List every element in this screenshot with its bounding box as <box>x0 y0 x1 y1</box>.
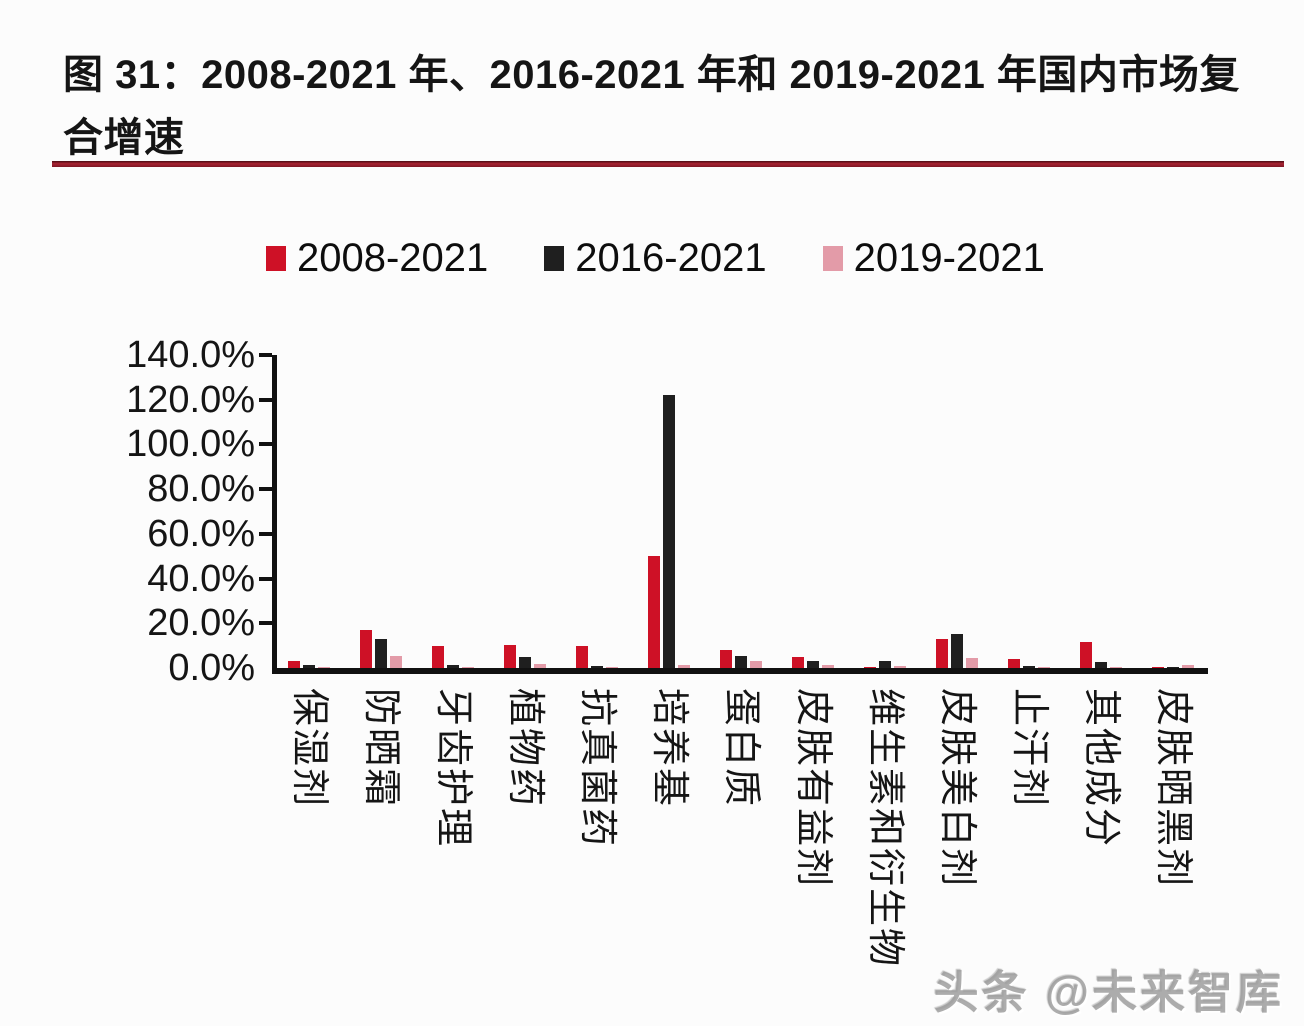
legend-label: 2019-2021 <box>853 236 1045 280</box>
bar-2016-2021-维生素和衍生物 <box>878 661 891 668</box>
x-axis-label-防晒霜: 防晒霜 <box>359 688 402 809</box>
x-axis-label-皮肤有益剂: 皮肤有益剂 <box>791 688 834 889</box>
bar-2019-2021-保湿剂 <box>317 667 330 668</box>
x-axis-line <box>272 668 1208 674</box>
bar-2016-2021-抗真菌药 <box>590 666 603 668</box>
bar-2008-2021-牙齿护理 <box>431 646 444 668</box>
chart-legend: 2008-2021 2016-2021 2019-2021 <box>266 236 1045 281</box>
y-axis-tick-label: 0.0% <box>168 647 255 689</box>
bar-2008-2021-皮肤美白剂 <box>935 639 948 668</box>
x-axis-label-抗真菌药: 抗真菌药 <box>575 688 618 849</box>
legend-label: 2008-2021 <box>297 236 489 280</box>
y-axis-tick <box>259 442 272 447</box>
y-axis-tick <box>259 621 272 626</box>
y-axis-tick-label: 60.0% <box>147 512 255 555</box>
y-axis-tick-label: 80.0% <box>147 468 255 511</box>
bar-2019-2021-抗真菌药 <box>605 667 618 668</box>
y-axis-tick-label: 140.0% <box>126 334 255 376</box>
bar-2016-2021-皮肤美白剂 <box>950 634 963 668</box>
legend-swatch-icon <box>266 246 286 271</box>
y-axis-line <box>272 355 277 674</box>
bar-2008-2021-防晒霜 <box>359 630 372 668</box>
y-axis-tick-label: 120.0% <box>126 378 255 421</box>
bar-2008-2021-皮肤有益剂 <box>791 657 804 668</box>
legend-item-2019-2021: 2019-2021 <box>822 236 1045 281</box>
legend-item-2016-2021: 2016-2021 <box>544 236 767 281</box>
bar-2016-2021-止汗剂 <box>1022 666 1035 668</box>
bar-2016-2021-牙齿护理 <box>446 665 459 668</box>
bar-2016-2021-防晒霜 <box>374 639 387 668</box>
bar-2008-2021-止汗剂 <box>1007 659 1020 668</box>
bar-2016-2021-蛋白质 <box>734 656 747 668</box>
bar-2008-2021-其他成分 <box>1079 642 1092 668</box>
y-axis-tick <box>259 353 272 357</box>
y-axis-tick <box>259 576 272 581</box>
bar-2019-2021-防晒霜 <box>389 656 402 668</box>
bar-2019-2021-牙齿护理 <box>461 667 474 668</box>
y-axis-tick-label: 100.0% <box>126 423 255 466</box>
x-axis-label-培养基: 培养基 <box>647 688 690 809</box>
legend-swatch-icon <box>822 246 843 271</box>
bar-2016-2021-保湿剂 <box>302 665 315 668</box>
bar-2019-2021-止汗剂 <box>1037 667 1050 668</box>
bar-2008-2021-培养基 <box>647 556 660 668</box>
title-divider-rule <box>52 161 1284 167</box>
x-axis-label-皮肤美白剂: 皮肤美白剂 <box>935 688 978 889</box>
figure-title: 图 31：2008-2021 年、2016-2021 年和 2019-2021 … <box>63 44 1293 170</box>
x-axis-label-蛋白质: 蛋白质 <box>719 688 762 809</box>
y-axis-tick-label: 20.0% <box>147 602 255 645</box>
y-axis-tick <box>259 531 272 536</box>
bar-2016-2021-皮肤有益剂 <box>806 661 819 668</box>
bar-2008-2021-维生素和衍生物 <box>863 667 876 668</box>
watermark: 头条 @未来智库 <box>933 967 1284 1018</box>
bar-2016-2021-其他成分 <box>1094 662 1107 668</box>
bar-2008-2021-保湿剂 <box>287 661 300 668</box>
y-axis-tick-label: 40.0% <box>147 557 255 600</box>
bar-2019-2021-蛋白质 <box>749 661 762 668</box>
y-axis-tick <box>259 487 272 492</box>
y-axis-tick <box>259 397 272 402</box>
bar-2019-2021-其他成分 <box>1109 667 1122 668</box>
legend-swatch-icon <box>544 246 565 271</box>
figure-title-line1: 图 31：2008-2021 年、2016-2021 年和 2019-2021 … <box>63 53 1240 97</box>
x-axis-label-止汗剂: 止汗剂 <box>1007 688 1050 809</box>
legend-item-2008-2021: 2008-2021 <box>266 236 488 281</box>
bar-2008-2021-皮肤晒黑剂 <box>1151 667 1164 668</box>
legend-label: 2016-2021 <box>575 236 767 280</box>
x-axis-label-植物药: 植物药 <box>503 688 546 809</box>
x-axis-label-牙齿护理: 牙齿护理 <box>431 688 474 849</box>
x-axis-label-保湿剂: 保湿剂 <box>287 688 330 809</box>
bar-2016-2021-植物药 <box>518 657 531 668</box>
bar-2019-2021-皮肤有益剂 <box>821 665 834 668</box>
bar-2008-2021-抗真菌药 <box>575 646 588 668</box>
x-axis-label-其他成分: 其他成分 <box>1079 688 1122 849</box>
x-axis-label-维生素和衍生物: 维生素和衍生物 <box>863 688 906 969</box>
x-axis-label-皮肤晒黑剂: 皮肤晒黑剂 <box>1151 688 1194 889</box>
figure-title-line2: 合增速 <box>63 116 185 160</box>
bar-2019-2021-维生素和衍生物 <box>893 666 906 668</box>
bar-2019-2021-培养基 <box>677 665 690 668</box>
bar-2008-2021-蛋白质 <box>719 650 732 668</box>
bar-2019-2021-皮肤美白剂 <box>965 658 978 668</box>
bar-2019-2021-植物药 <box>533 664 546 668</box>
bar-2008-2021-植物药 <box>503 645 516 668</box>
bar-2019-2021-皮肤晒黑剂 <box>1181 665 1194 668</box>
bar-2016-2021-皮肤晒黑剂 <box>1166 667 1179 668</box>
bar-2016-2021-培养基 <box>662 395 675 668</box>
